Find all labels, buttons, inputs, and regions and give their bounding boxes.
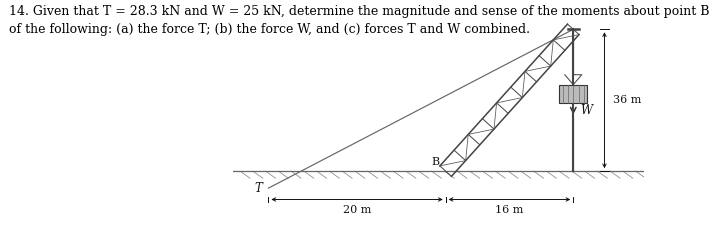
- Text: T: T: [255, 182, 262, 195]
- Text: 20 m: 20 m: [343, 205, 371, 215]
- Text: W: W: [580, 104, 592, 117]
- Bar: [559, 85, 587, 103]
- Text: 36 m: 36 m: [613, 95, 641, 105]
- Text: 14. Given that T = 28.3 kN and W = 25 kN, determine the magnitude and sense of t: 14. Given that T = 28.3 kN and W = 25 kN…: [9, 4, 709, 36]
- Text: 16 m: 16 m: [495, 205, 523, 215]
- Text: B: B: [432, 157, 440, 167]
